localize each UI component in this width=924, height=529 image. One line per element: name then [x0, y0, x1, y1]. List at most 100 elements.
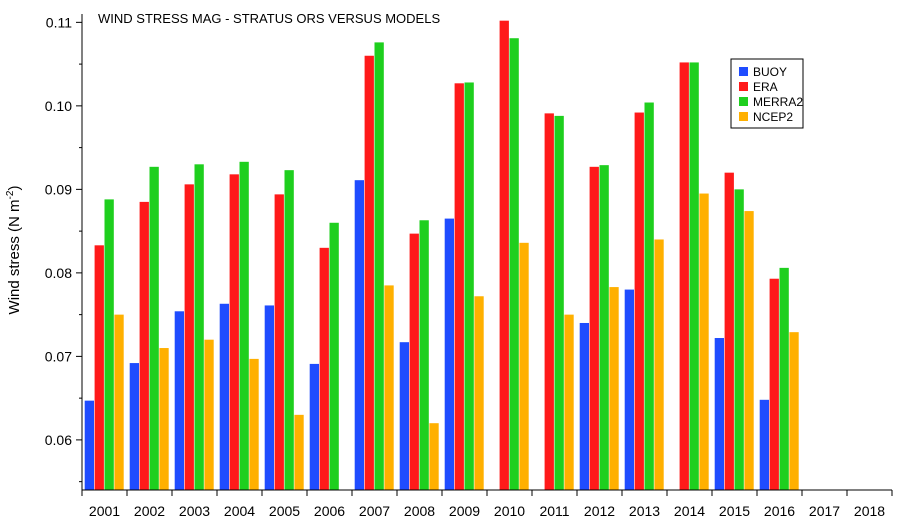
- y-tick-label: 0.11: [46, 14, 72, 30]
- x-tick-label: 2002: [134, 503, 165, 519]
- y-tick-label: 0.10: [45, 98, 72, 114]
- bar-merra2-2015: [734, 189, 744, 491]
- y-tick-label: 0.09: [45, 181, 72, 197]
- bar-merra2-2008: [419, 220, 429, 490]
- bar-era-2006: [319, 247, 329, 490]
- plot-area: [84, 20, 799, 491]
- chart-title: WIND STRESS MAG - STRATUS ORS VERSUS MOD…: [98, 11, 440, 26]
- bar-buoy-2002: [129, 363, 139, 490]
- x-tick-label: 2014: [674, 503, 705, 519]
- bar-buoy-2015: [714, 338, 724, 490]
- bar-merra2-2012: [599, 165, 609, 490]
- bar-era-2010: [499, 20, 509, 491]
- legend-swatch-era: [739, 82, 748, 91]
- bar-buoy-2003: [174, 311, 184, 490]
- bar-buoy-2009: [444, 218, 454, 490]
- y-tick-label: 0.07: [45, 348, 72, 364]
- x-tick-label: 2016: [764, 503, 795, 519]
- bar-ncep2-2005: [294, 414, 304, 490]
- bar-ncep2-2009: [474, 296, 484, 490]
- bar-era-2016: [769, 278, 779, 490]
- bar-merra2-2002: [149, 166, 159, 491]
- bar-buoy-2001: [84, 400, 94, 490]
- bar-era-2007: [364, 55, 374, 490]
- bar-era-2009: [454, 83, 464, 490]
- bar-ncep2-2013: [654, 239, 664, 490]
- x-tick-label: 2018: [854, 503, 885, 519]
- bar-era-2001: [94, 245, 104, 490]
- legend-label-merra2: MERRA2: [753, 95, 803, 109]
- bar-ncep2-2001: [114, 314, 124, 490]
- x-tick-label: 2006: [314, 503, 345, 519]
- bar-era-2011: [544, 113, 554, 491]
- x-tick-label: 2003: [179, 503, 210, 519]
- legend-label-buoy: BUOY: [753, 65, 787, 79]
- x-tick-label: 2008: [404, 503, 435, 519]
- y-axis-label-close: ): [6, 186, 23, 191]
- y-axis-label-superscript: -2: [5, 190, 16, 199]
- bar-era-2003: [184, 184, 194, 490]
- y-tick-label: 0.08: [45, 265, 72, 281]
- x-tick-label: 2017: [809, 503, 840, 519]
- x-tick-label: 2004: [224, 503, 255, 519]
- x-tick-label: 2007: [359, 503, 390, 519]
- y-axis: 0.06 0.07 0.08 0.09 0.10 0.11: [45, 14, 83, 490]
- bar-ncep2-2011: [564, 314, 574, 490]
- bar-merra2-2014: [689, 62, 699, 490]
- bar-ncep2-2010: [519, 242, 529, 490]
- y-tick-label: 0.06: [45, 432, 72, 448]
- bar-merra2-2010: [509, 38, 519, 491]
- bar-merra2-2001: [104, 199, 114, 491]
- bar-ncep2-2003: [204, 339, 214, 490]
- bar-ncep2-2012: [609, 287, 619, 490]
- bar-merra2-2005: [284, 170, 294, 490]
- bar-buoy-2006: [309, 363, 319, 490]
- bar-merra2-2003: [194, 164, 204, 490]
- x-tick-label: 2011: [539, 503, 569, 519]
- bar-ncep2-2002: [159, 348, 169, 490]
- legend-swatch-buoy: [739, 67, 748, 76]
- bar-ncep2-2007: [384, 285, 394, 490]
- bar-ncep2-2008: [429, 423, 439, 490]
- bar-era-2012: [589, 166, 599, 491]
- x-tick-label: 2005: [269, 503, 300, 519]
- legend-swatch-ncep2: [739, 112, 748, 121]
- y-axis-label-main: Wind stress (N m: [6, 199, 23, 314]
- bar-era-2005: [274, 194, 284, 490]
- legend-label-ncep2: NCEP2: [753, 110, 793, 124]
- x-tick-label: 2013: [629, 503, 660, 519]
- bar-buoy-2016: [759, 399, 769, 490]
- bar-merra2-2016: [779, 267, 789, 490]
- x-axis: 2001 2002 2003 2004 2005 2006 2007 2008 2009 2010…: [81, 489, 893, 519]
- bar-merra2-2007: [374, 42, 384, 491]
- x-tick-label: 2001: [89, 503, 120, 519]
- legend-label-era: ERA: [753, 80, 778, 94]
- bar-era-2004: [229, 174, 239, 490]
- x-tick-label: 2010: [494, 503, 525, 519]
- bar-buoy-2007: [354, 180, 364, 491]
- bar-ncep2-2016: [789, 332, 799, 490]
- bar-merra2-2004: [239, 161, 249, 490]
- bar-buoy-2005: [264, 305, 274, 490]
- bar-buoy-2004: [219, 303, 229, 490]
- bar-merra2-2013: [644, 102, 654, 491]
- bar-ncep2-2015: [744, 211, 754, 491]
- bar-era-2013: [634, 112, 644, 491]
- bar-merra2-2006: [329, 222, 339, 491]
- bar-era-2015: [724, 172, 734, 490]
- x-tick-label: 2009: [449, 503, 480, 519]
- legend-swatch-merra2: [739, 97, 748, 106]
- x-tick-label: 2012: [584, 503, 615, 519]
- bar-merra2-2009: [464, 82, 474, 490]
- x-tick-label: 2015: [719, 503, 750, 519]
- bar-ncep2-2014: [699, 193, 709, 490]
- bar-buoy-2013: [624, 289, 634, 490]
- bar-era-2008: [409, 233, 419, 491]
- bar-era-2002: [139, 201, 149, 491]
- bar-buoy-2008: [399, 342, 409, 490]
- y-axis-label: Wind stress (N m-2): [5, 186, 23, 315]
- bar-merra2-2011: [554, 115, 564, 490]
